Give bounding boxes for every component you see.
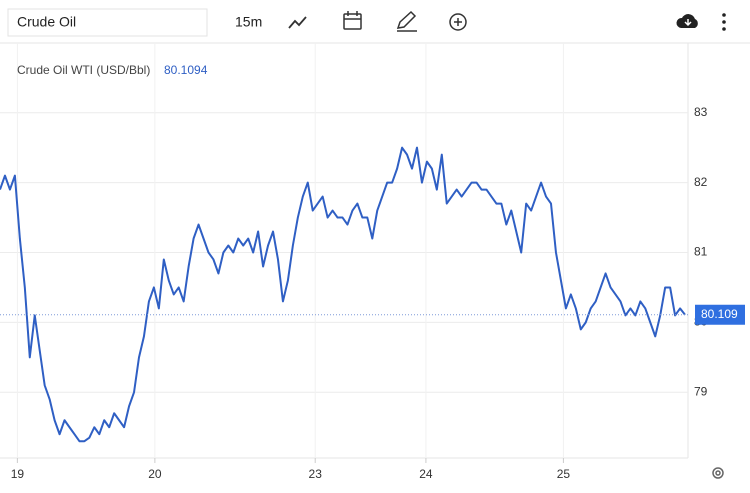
calendar-icon[interactable] [343,11,362,30]
y-tick-label: 82 [694,175,708,189]
add-icon[interactable] [449,13,467,31]
chart-type-icon[interactable] [288,16,307,29]
draw-icon[interactable] [396,10,417,32]
y-tick-label: 83 [694,105,708,119]
search-text: Crude Oil [17,14,76,30]
price-line [0,146,686,443]
settings-icon[interactable] [712,467,724,479]
menu-icon[interactable] [722,13,726,31]
search-box[interactable] [7,8,208,37]
x-tick-label: 20 [148,467,162,481]
grid: 79808182831920232425 [0,43,708,481]
x-tick-label: 23 [309,467,323,481]
plot: 80.109 [0,146,745,443]
legend-name: Crude Oil WTI (USD/Bbl) [17,63,150,77]
legend-price: 80.1094 [164,63,208,77]
y-tick-label: 79 [694,384,708,398]
x-tick-label: 25 [557,467,571,481]
interval-button[interactable]: 15m [235,14,262,30]
x-tick-label: 24 [419,467,433,481]
x-tick-label: 19 [11,467,25,481]
y-tick-label: 81 [694,245,708,259]
price-tag-label: 80.109 [701,307,738,321]
download-icon[interactable] [676,14,698,28]
price-tag [695,304,745,325]
